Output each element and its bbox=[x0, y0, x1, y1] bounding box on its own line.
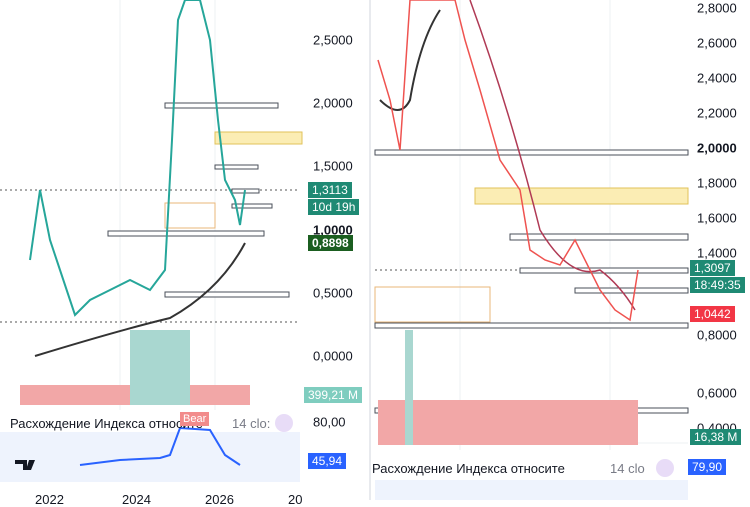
price-label: 1,0000 bbox=[313, 222, 353, 238]
level-badge: 1,0442 bbox=[690, 306, 735, 322]
price-label: 1,5000 bbox=[313, 158, 353, 174]
price-label: 0,6000 bbox=[697, 385, 737, 401]
countdown-badge: 10d 19h bbox=[308, 199, 360, 215]
price-badge: 1,3097 bbox=[690, 260, 735, 276]
price-label: 1,6000 bbox=[697, 210, 737, 226]
price-label: 2,2000 bbox=[697, 105, 737, 121]
countdown-badge: 18:49:35 bbox=[690, 277, 745, 293]
price-label: 2,6000 bbox=[697, 35, 737, 51]
indicator-title: Расхождение Индекса относите bbox=[372, 461, 565, 476]
settings-button[interactable] bbox=[656, 459, 674, 477]
volume-badge: 16,38 M bbox=[690, 429, 742, 445]
level-badge: 0,8898 bbox=[308, 235, 353, 251]
volume-badge: 399,21 M bbox=[304, 387, 363, 403]
price-label: 1,4000 bbox=[697, 245, 737, 261]
price-label: 1,8000 bbox=[697, 175, 737, 191]
indicator-scale: 80,00 bbox=[313, 414, 346, 430]
indicator-value: 79,90 bbox=[688, 459, 727, 475]
settings-button[interactable] bbox=[275, 414, 293, 432]
price-label: 2,8000 bbox=[697, 0, 737, 16]
price-label: 2,4000 bbox=[697, 70, 737, 86]
price-label: 2,0000 bbox=[697, 140, 737, 156]
indicator-params: 14 clo bbox=[610, 461, 645, 476]
indicator-tag: Bear bbox=[180, 412, 210, 426]
price-label: 0,5000 bbox=[313, 285, 353, 301]
price-label: 0,0000 bbox=[313, 348, 353, 364]
price-label: 0,8000 bbox=[697, 327, 737, 343]
indicator-value: 45,94 bbox=[308, 453, 347, 469]
indicator-title: Расхождение Индекса относите bbox=[10, 416, 203, 431]
price-label: 2,0000 bbox=[313, 95, 353, 111]
price-badge: 1,3113 bbox=[308, 182, 352, 198]
indicator-params: 14 clo: bbox=[232, 416, 271, 431]
price-label: 2,5000 bbox=[313, 32, 353, 48]
